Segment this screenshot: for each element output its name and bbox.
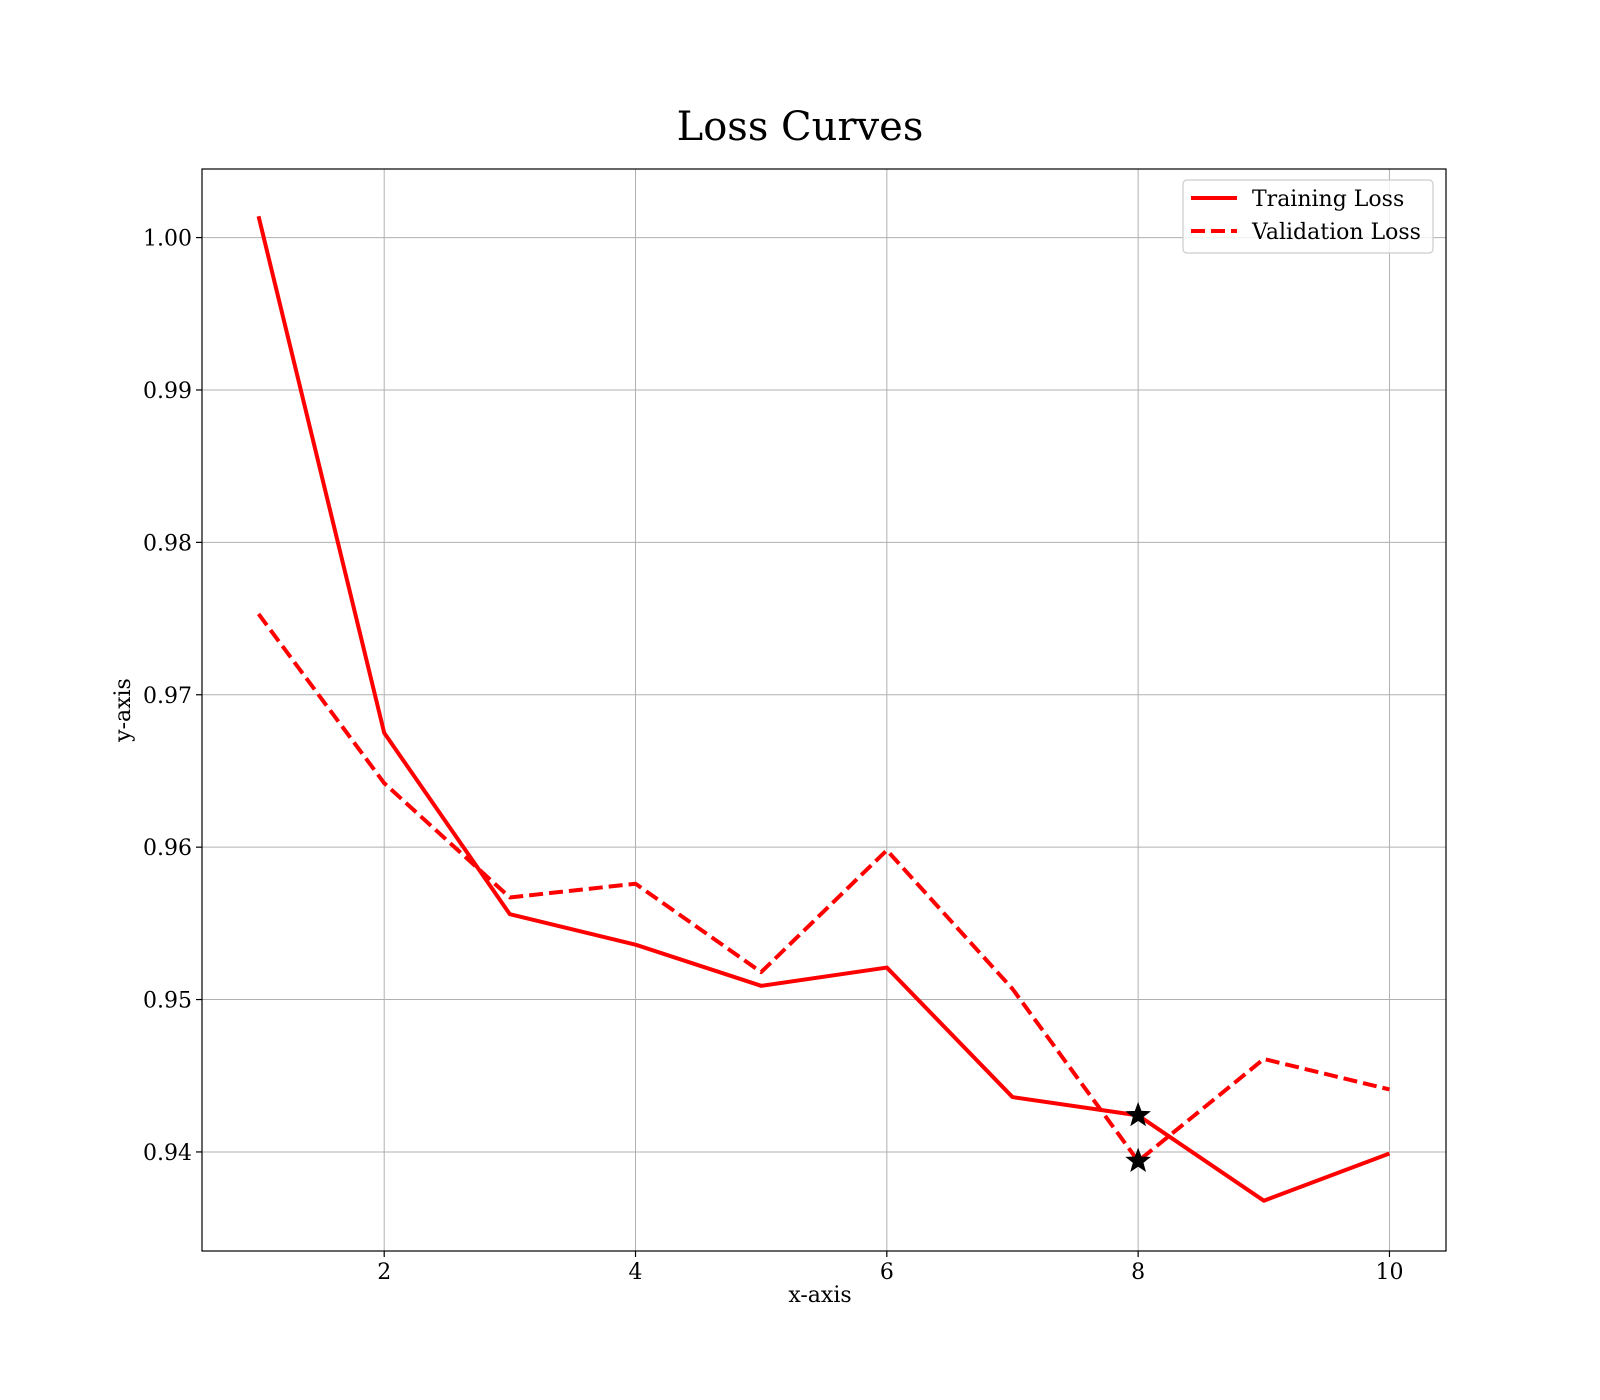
y-tick-label: 1.00 — [143, 227, 192, 252]
y-tick-label: 0.98 — [143, 531, 192, 556]
x-tick-label: 8 — [1131, 1260, 1145, 1285]
series-line-validation-loss — [256, 612, 1390, 1164]
axis-ticks: 2 4 6 8 10 0.94 0.95 0.96 0.97 0.98 0.99 1.00 — [143, 227, 1403, 1285]
legend-label-training: Training Loss — [1252, 187, 1404, 212]
legend-box — [1182, 179, 1434, 254]
y-tick-label: 0.99 — [143, 379, 192, 404]
y-tick-label: 0.94 — [143, 1141, 192, 1166]
y-tick-label: 0.97 — [143, 684, 192, 709]
x-tick-label: 10 — [1375, 1260, 1403, 1285]
marker-layer — [1125, 1101, 1151, 1172]
legend-label-validation: Validation Loss — [1251, 220, 1421, 245]
star-marker — [1125, 1101, 1151, 1127]
y-tick-label: 0.95 — [143, 989, 192, 1014]
x-tick-label: 6 — [880, 1260, 894, 1285]
x-tick-label: 2 — [377, 1260, 391, 1285]
legend: Training Loss Validation Loss — [1182, 179, 1434, 254]
y-axis-label: y-axis — [111, 678, 136, 743]
x-tick-label: 4 — [629, 1260, 643, 1285]
plot-area-frame — [201, 168, 1447, 1252]
series-layer — [256, 215, 1391, 1203]
y-tick-label: 0.96 — [143, 836, 192, 861]
chart-title: Loss Curves — [677, 104, 924, 150]
x-axis-label: x-axis — [788, 1283, 851, 1308]
series-line-training-loss — [256, 215, 1391, 1203]
star-marker — [1125, 1147, 1151, 1172]
grid — [202, 169, 1446, 1251]
